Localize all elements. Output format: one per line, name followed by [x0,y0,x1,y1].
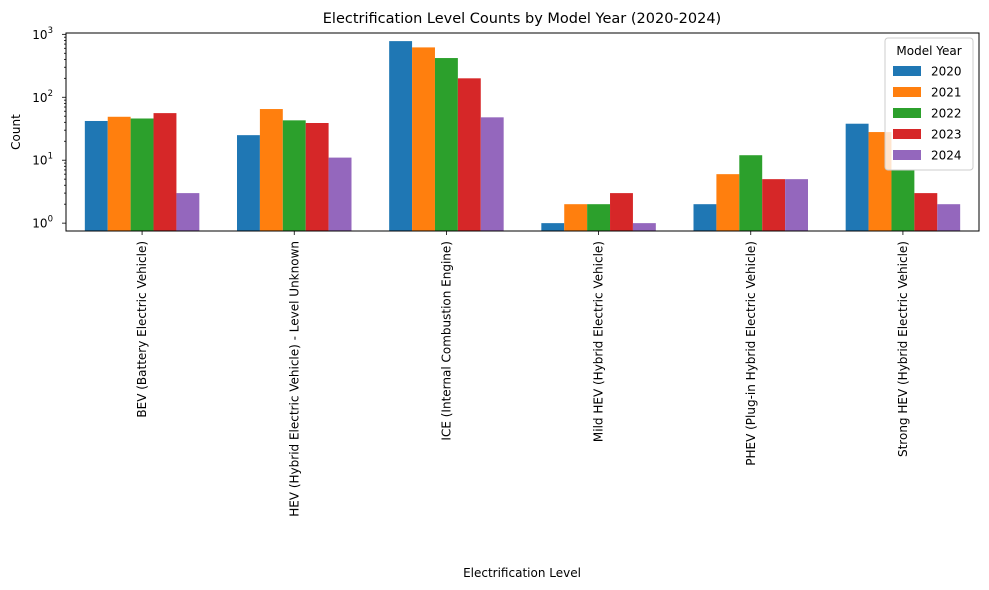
chart-title: Electrification Level Counts by Model Ye… [323,11,721,27]
bar-2024-3 [632,223,656,231]
bar-2020-2 [389,41,413,232]
bar-2024-2 [480,117,504,231]
bar-2023-2 [457,78,481,231]
x-axis: BEV (Battery Electric Vehicle) HEV (Hybri… [135,231,910,517]
bar-2021-4 [716,174,740,231]
x-tick-label: BEV (Battery Electric Vehicle) [135,241,149,418]
bar-2022-1 [282,120,306,231]
bar-2020-4 [693,204,717,231]
y-tick-label: 101 [32,152,53,168]
x-tick-label: ICE (Internal Combustion Engine) [439,241,453,441]
bar-2022-4 [739,155,763,231]
x-tick-label: PHEV (Plug-in Hybrid Electric Vehicle) [744,241,758,466]
x-tick-label: HEV (Hybrid Electric Vehicle) - Level Un… [287,241,301,517]
bar-2021-2 [412,47,435,232]
legend-items: 2020 2021 2022 2023 2024 [893,65,962,163]
bars-group [84,41,961,232]
legend-swatch-2023 [893,129,921,139]
x-tick-label: Mild HEV (Hybrid Electric Vehicle) [592,241,606,442]
x-axis-label: Electrification Level [463,566,581,580]
bar-2021-0 [107,116,131,231]
bar-2023-3 [610,193,633,231]
bar-2022-2 [434,58,458,231]
legend-swatch-2020 [893,66,921,76]
bar-2023-5 [914,193,938,231]
bar-2023-4 [762,179,786,231]
bar-2021-1 [259,109,283,231]
bar-2024-0 [176,193,200,231]
y-tick-label: 102 [32,89,53,105]
y-axis-label: Count [9,114,23,150]
legend-label-2024: 2024 [931,149,962,163]
plot-frame [65,32,980,232]
legend-label-2022: 2022 [931,107,962,121]
bar-2020-1 [237,135,260,231]
bar-2021-3 [564,204,588,231]
bar-2020-5 [845,123,869,231]
bar-2022-3 [587,204,611,231]
legend-title: Model Year [896,44,961,58]
y-axis: 100 101 102 103 [32,26,66,231]
legend-label-2023: 2023 [931,128,962,142]
legend-swatch-2024 [893,150,921,160]
y-tick-label: 100 [32,215,53,231]
bar-2020-3 [541,223,565,231]
legend-swatch-2022 [893,108,921,118]
legend-swatch-2021 [893,87,921,97]
bar-2024-1 [328,157,352,231]
bar-2023-0 [153,113,177,231]
bar-2022-5 [891,169,915,231]
bar-2022-0 [130,118,154,231]
legend: Model Year 2020 2021 2022 2023 2024 [884,37,974,171]
x-tick-label: Strong HEV (Hybrid Electric Vehicle) [896,241,910,457]
bar-2020-0 [84,120,108,231]
bar-2024-5 [937,204,961,231]
bar-2023-1 [305,123,329,231]
y-tick-label: 103 [32,26,53,42]
legend-label-2020: 2020 [931,65,962,79]
bar-2024-4 [785,179,808,231]
legend-label-2021: 2021 [931,86,962,100]
